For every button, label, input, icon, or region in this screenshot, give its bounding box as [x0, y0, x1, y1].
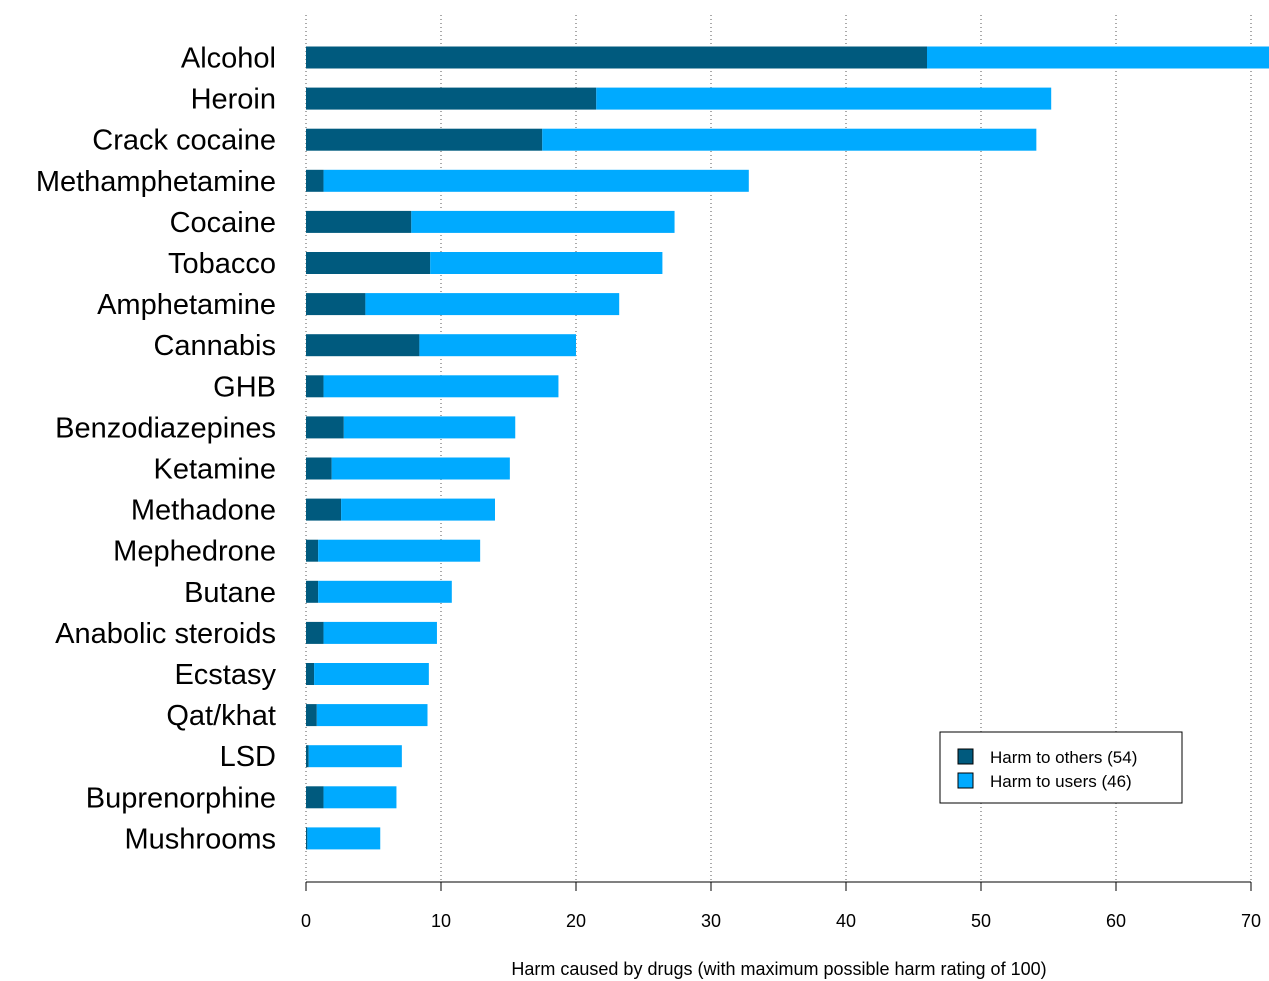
category-label: Cannabis — [153, 330, 276, 362]
category-label: GHB — [213, 371, 276, 403]
legend-swatch-users — [957, 772, 974, 789]
bar-users — [927, 46, 1269, 69]
x-tick-label: 50 — [971, 911, 991, 931]
bar-others — [306, 334, 420, 357]
bar-users — [343, 416, 516, 439]
category-label: Crack cocaine — [92, 125, 276, 157]
legend-label-users: Harm to users (46) — [990, 772, 1132, 791]
bar-others — [306, 704, 317, 727]
category-label: Ketamine — [153, 454, 276, 486]
x-tick-label: 20 — [566, 911, 586, 931]
legend-label-others: Harm to others (54) — [990, 748, 1137, 767]
bar-others — [306, 46, 927, 69]
x-tick-label: 30 — [701, 911, 721, 931]
category-label: Tobacco — [168, 248, 276, 280]
bar-users — [430, 252, 663, 274]
legend-box — [939, 731, 1183, 804]
bar-others — [306, 416, 344, 439]
category-label: Alcohol — [181, 43, 276, 75]
bar-users — [341, 498, 495, 521]
category-label: Methamphetamine — [36, 166, 276, 198]
category-label: Amphetamine — [97, 289, 276, 321]
bar-others — [306, 128, 543, 151]
category-label: Qat/khat — [166, 700, 276, 732]
bar-others — [306, 457, 332, 480]
bar-users — [308, 745, 402, 768]
category-label: Cocaine — [170, 207, 276, 239]
x-axis: 0 10 20 30 40 50 60 70 — [301, 881, 1261, 931]
bar-users — [323, 169, 749, 192]
category-label: Methadone — [131, 495, 276, 527]
bar-others — [306, 663, 315, 685]
bar-others — [306, 745, 309, 768]
legend: Harm to others (54) Harm to users (46) — [939, 731, 1183, 804]
x-axis-title: Harm caused by drugs (with maximum possi… — [511, 959, 1046, 979]
bar-others — [306, 293, 366, 316]
category-label: Heroin — [191, 84, 276, 116]
x-tick-label: 40 — [836, 911, 856, 931]
bar-users — [419, 334, 576, 357]
bar-users — [323, 621, 437, 644]
bar-others — [306, 621, 324, 644]
bar-others — [306, 252, 431, 274]
category-label: Butane — [184, 577, 276, 609]
x-tick-label: 70 — [1241, 911, 1261, 931]
category-label: LSD — [220, 741, 276, 773]
x-tick-label: 0 — [301, 911, 311, 931]
category-labels: Alcohol Heroin Crack cocaine Methamphetamin… — [36, 43, 277, 856]
bar-others — [306, 498, 342, 521]
bar-others — [306, 375, 324, 398]
bar-users — [323, 786, 397, 809]
grid-lines — [305, 15, 1252, 882]
category-label: Benzodiazepines — [55, 412, 276, 444]
bar-users — [365, 293, 620, 316]
category-label: Anabolic steroids — [55, 618, 276, 650]
category-label: Mushrooms — [125, 823, 277, 855]
bar-others — [306, 827, 308, 850]
legend-swatch-others — [957, 748, 974, 765]
bar-users — [596, 87, 1052, 110]
category-label: Mephedrone — [113, 536, 276, 568]
bar-others — [306, 210, 412, 233]
category-label: Ecstasy — [174, 659, 276, 691]
x-tick-label: 60 — [1106, 911, 1126, 931]
x-tick-label: 10 — [431, 911, 451, 931]
bars — [306, 46, 1269, 850]
bar-others — [306, 580, 319, 603]
bar-users — [318, 539, 481, 562]
bar-others — [306, 539, 319, 562]
bar-others — [306, 786, 324, 809]
bar-users — [314, 663, 429, 685]
category-label: Buprenorphine — [86, 782, 276, 814]
bar-users — [411, 210, 675, 233]
bar-users — [316, 704, 428, 727]
bar-others — [306, 169, 324, 192]
bar-others — [306, 87, 597, 110]
bar-users — [542, 128, 1037, 151]
bar-users — [323, 375, 559, 398]
bar-users — [307, 827, 381, 850]
bar-users — [331, 457, 510, 480]
bar-users — [318, 580, 452, 603]
